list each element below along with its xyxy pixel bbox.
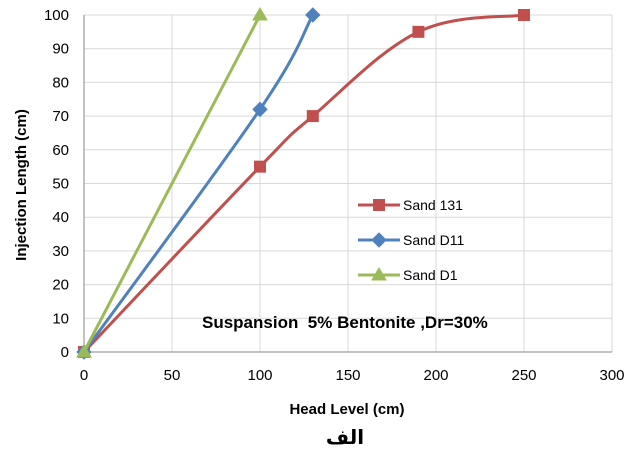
axes	[83, 15, 612, 353]
gridlines	[83, 14, 613, 353]
y-tick-label: 90	[52, 41, 69, 58]
y-tick-label: 10	[52, 310, 69, 327]
legend-label: Sand 131	[403, 197, 463, 213]
x-tick-label: 250	[511, 367, 536, 384]
legend-item: Sand D11	[358, 232, 464, 248]
diamond-marker	[305, 7, 321, 23]
tick-labels: 0 50 100 150 200 250 300 0 10 20 30 40 50 60 70 80 90 100	[44, 7, 625, 384]
x-tick-label: 300	[599, 367, 624, 384]
y-tick-label: 20	[52, 277, 69, 294]
chart-annotation: Suspansion 5% Bentonite ,Dr=30%	[202, 313, 488, 332]
legend-label: Sand D11	[403, 232, 464, 248]
square-marker	[518, 9, 530, 21]
x-tick-label: 150	[335, 367, 360, 384]
series-lines	[76, 7, 530, 360]
square-marker	[412, 25, 425, 38]
legend-label: Sand D1	[403, 267, 458, 283]
x-tick-label: 50	[164, 367, 181, 384]
diamond-marker	[252, 101, 268, 118]
triangle-marker	[76, 344, 92, 358]
y-tick-label: 100	[44, 7, 69, 24]
y-tick-label: 60	[52, 142, 69, 159]
legend: Sand 131 Sand D11 Sand D1	[358, 197, 464, 283]
y-tick-label: 0	[61, 344, 69, 361]
legend-item: Sand D1	[358, 267, 458, 283]
x-tick-label: 200	[423, 367, 448, 384]
x-axis-title: Head Level (cm)	[289, 401, 404, 418]
square-marker	[254, 160, 266, 173]
x-tick-label: 0	[80, 367, 88, 384]
y-axis-title: Injection Length (cm)	[13, 109, 30, 261]
series-line	[82, 14, 315, 353]
series-line	[82, 14, 262, 353]
legend-item: Sand 131	[358, 197, 463, 213]
figure-caption: الف	[326, 425, 364, 449]
x-tick-label: 100	[247, 367, 272, 384]
y-tick-label: 40	[52, 209, 69, 226]
series-line	[82, 13, 525, 354]
y-tick-label: 50	[52, 176, 69, 193]
y-tick-label: 70	[52, 108, 69, 125]
triangle-marker	[371, 267, 387, 281]
square-marker	[306, 110, 319, 123]
triangle-marker	[252, 7, 268, 21]
y-tick-label: 80	[52, 74, 69, 91]
series-sand-d1	[76, 7, 268, 358]
y-tick-label: 30	[52, 243, 69, 260]
diamond-marker	[371, 232, 387, 248]
square-marker	[373, 199, 385, 211]
